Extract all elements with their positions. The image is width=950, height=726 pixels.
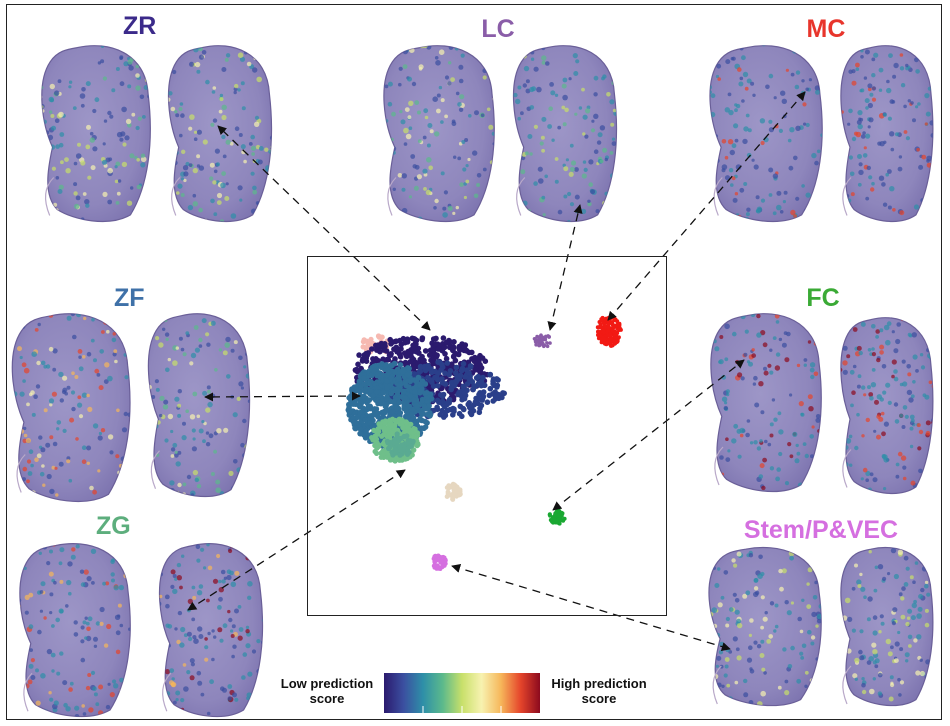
- tissue-section: [840, 546, 934, 707]
- tissue-outline: [840, 546, 934, 707]
- arrow-fc: [552, 359, 745, 511]
- tissue-section: [147, 313, 251, 497]
- colorbar: [384, 673, 540, 713]
- tissue-fringe: [712, 665, 722, 705]
- arrow-zr: [217, 125, 431, 331]
- tissue-section: [41, 45, 151, 222]
- umap-scatter: [345, 315, 623, 571]
- tissue-section: [710, 313, 822, 493]
- tissue-fringe: [516, 177, 526, 216]
- arrow-stem: [451, 563, 731, 652]
- tissue-fringe: [150, 450, 160, 489]
- tissue-fringe: [23, 672, 33, 712]
- tissue-section: [11, 313, 131, 503]
- tissue-section: [840, 45, 934, 222]
- tissue-outline: [840, 317, 934, 494]
- arrow-zg: [187, 469, 406, 611]
- tissue-outline: [710, 313, 822, 493]
- tissue-outline: [19, 543, 131, 718]
- colorbar-high-label: High prediction score: [551, 676, 647, 706]
- label-zr: ZR: [123, 12, 157, 40]
- tissue-section: [19, 543, 131, 718]
- tissue-fringe: [842, 177, 852, 216]
- label-zg: ZG: [96, 512, 131, 540]
- tissue-fringe: [842, 665, 852, 705]
- tissue-section: [709, 45, 823, 223]
- label-stem-pvec: Stem/P&VEC: [743, 516, 899, 544]
- tissue-section: [167, 45, 273, 222]
- tissue-outline: [41, 45, 151, 222]
- label-mc: MC: [806, 15, 846, 43]
- arrow-lc: [547, 204, 583, 331]
- tissue-fringe: [842, 449, 852, 488]
- arrow-group: [187, 91, 806, 652]
- label-lc: LC: [481, 15, 515, 43]
- arrow-zf: [204, 391, 361, 402]
- tissue-fringe: [16, 454, 26, 493]
- tissue-fringe: [162, 672, 172, 712]
- cluster-mc: [595, 315, 623, 348]
- cluster-stem: [431, 553, 448, 571]
- tissue-section: [840, 317, 934, 494]
- label-fc: FC: [806, 284, 840, 312]
- umap-plot-box: [307, 256, 667, 616]
- cluster-lc: [532, 333, 552, 349]
- tissue-outline: [709, 45, 823, 223]
- cluster-beige: [444, 481, 463, 502]
- tissue-section: [383, 45, 495, 223]
- tissue-outline: [11, 313, 131, 503]
- colorbar-low-label: Low prediction score: [280, 676, 374, 706]
- tissue-section: [512, 45, 618, 222]
- cluster-zg-dark: [384, 431, 416, 458]
- tissue-fringe: [171, 177, 181, 216]
- tissue-fringe: [44, 177, 55, 216]
- figure-frame: [6, 4, 942, 720]
- tissue-section: [708, 546, 822, 707]
- label-zf: ZF: [114, 284, 145, 312]
- cluster-fc: [547, 508, 567, 526]
- tissue-section: [158, 543, 264, 718]
